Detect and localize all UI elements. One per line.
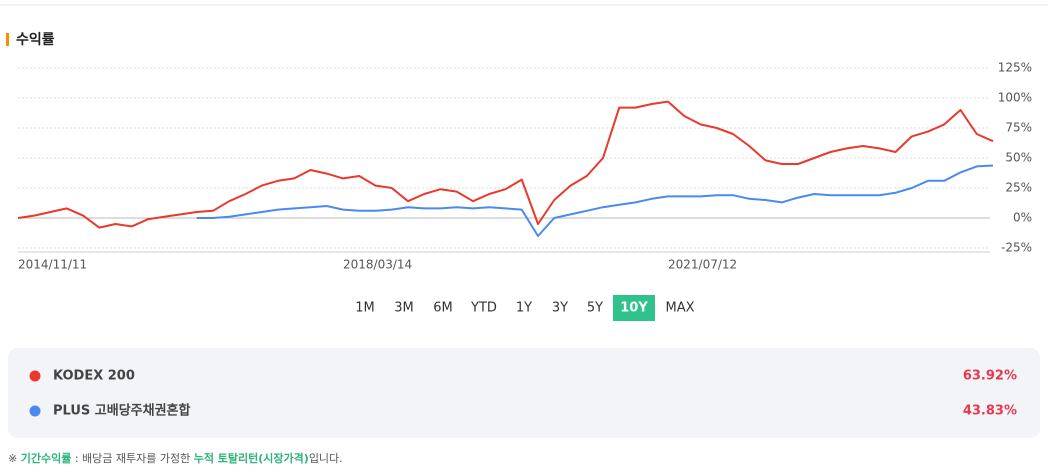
y-tick-label: -25%: [1001, 241, 1032, 255]
period-button[interactable]: 5Y: [587, 301, 603, 316]
y-tick-label: 50%: [1005, 151, 1032, 165]
footnote-highlight: 누적 토탈리턴(시장가격): [194, 451, 309, 465]
series-line: [196, 164, 994, 237]
period-button[interactable]: YTD: [470, 301, 497, 316]
period-button[interactable]: 1Y: [516, 301, 532, 316]
period-button[interactable]: 3M: [394, 301, 414, 316]
section-title: 수익률: [16, 31, 55, 48]
legend-return: 63.92%: [963, 369, 1017, 384]
y-tick-label: 100%: [998, 91, 1032, 105]
y-tick-label: 75%: [1005, 121, 1032, 135]
period-button[interactable]: 10Y: [620, 301, 648, 316]
title-marker: [6, 33, 9, 46]
period-button[interactable]: 6M: [433, 301, 453, 316]
x-tick-label: 2018/03/14: [343, 258, 412, 272]
footnote-text: : 배당금 재투자를 가정한: [71, 452, 193, 465]
legend-name: PLUS 고배당주채권혼합: [53, 403, 191, 419]
y-tick-label: 125%: [998, 61, 1032, 75]
legend-box: [8, 348, 1040, 438]
legend-name: KODEX 200: [53, 369, 135, 384]
period-button[interactable]: 3Y: [552, 301, 568, 316]
footnote-term: 기간수익률: [21, 451, 72, 465]
period-button-active[interactable]: [613, 295, 655, 321]
x-tick-label: 2014/11/11: [18, 258, 87, 272]
y-tick-label: 0%: [1013, 211, 1032, 225]
period-button[interactable]: 1M: [355, 301, 375, 316]
legend-return: 43.83%: [963, 404, 1017, 419]
legend-dot: [29, 370, 41, 382]
footnote-text: 입니다.: [309, 452, 343, 465]
y-tick-label: 25%: [1005, 181, 1032, 195]
footnote: ※ 기간수익률 : 배당금 재투자를 가정한 누적 토탈리턴(시장가격)입니다.: [8, 451, 343, 465]
footnote-mark: ※: [8, 452, 17, 465]
x-tick-label: 2021/07/12: [668, 258, 737, 272]
period-button[interactable]: MAX: [665, 301, 694, 316]
legend-dot: [29, 405, 41, 417]
series-line: [17, 100, 994, 229]
